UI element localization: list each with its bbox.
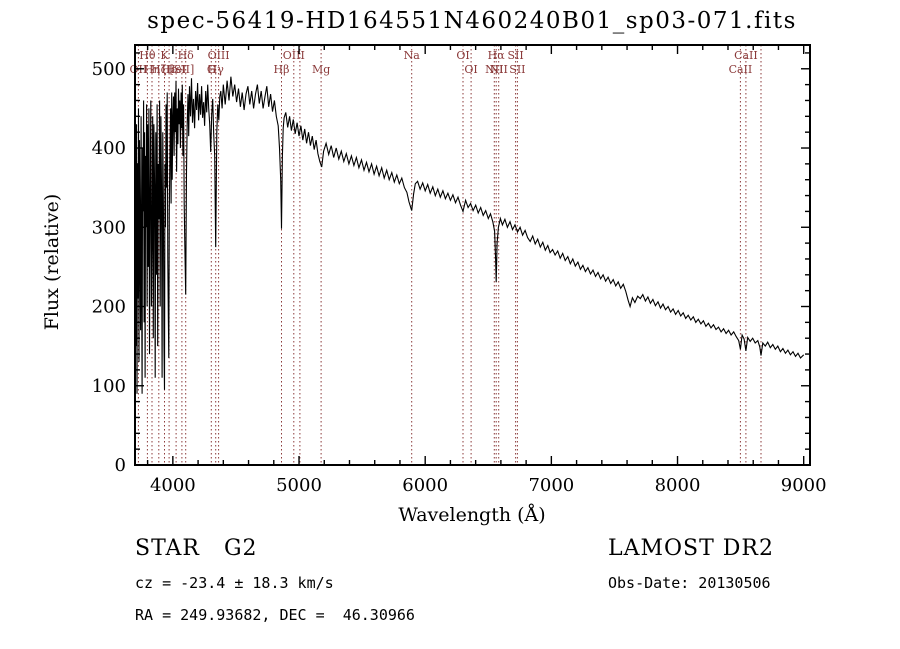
spectral-line-label: Mg (312, 63, 330, 76)
spectral-line-label: Hη (144, 63, 160, 76)
spectral-line-label: Hζ (151, 63, 167, 76)
x-tick-label: 5000 (276, 475, 322, 496)
spectrum-trace (134, 76, 805, 462)
spectral-line-label: Hδ (178, 49, 195, 62)
x-axis-label: Wavelength (Å) (398, 504, 545, 526)
spectral-line-label: Hε (161, 63, 177, 76)
spectral-line-label: Hα (488, 49, 506, 62)
cz-value: cz = -23.4 ± 18.3 km/s (135, 574, 334, 592)
object-class-label: STAR G2 (135, 536, 258, 561)
plot-border (134, 44, 811, 466)
spectral-line-label: Hγ (208, 63, 225, 76)
spectral-line-label: CaII (729, 63, 753, 76)
x-tick-label: 6000 (402, 475, 448, 496)
ra-dec-value: RA = 249.93682, DEC = 46.30966 (135, 606, 415, 624)
spectral-line-label: HeI (166, 63, 186, 76)
spectral-line-label: K (160, 49, 169, 62)
spectral-line-label: OII (130, 63, 148, 76)
survey-label: LAMOST DR2 (608, 536, 774, 561)
plot-title: spec-56419-HD164551N460240B01_sp03-071.f… (147, 8, 797, 34)
obs-date: Obs-Date: 20130506 (608, 574, 771, 592)
y-tick-label: 0 (115, 455, 126, 476)
x-tick-label: 7000 (528, 475, 574, 496)
axes-group: 4000 5000 6000 7000 8000 9000 0 100 200 300 400 500 (92, 44, 827, 496)
spectrum-plot: spec-56419-HD164551N460240B01_sp03-071.f… (41, 8, 827, 526)
spectral-line-label: Na (404, 49, 421, 62)
spectral-line-label: OI (464, 63, 477, 76)
y-tick-label: 200 (92, 297, 126, 318)
spectral-line-label: OIII (283, 49, 305, 62)
y-tick-label: 400 (92, 138, 126, 159)
x-tick-label: 8000 (655, 475, 701, 496)
spectral-line-label: CaII (734, 49, 758, 62)
y-axis-label: Flux (relative) (41, 194, 63, 331)
y-tick-label: 500 (92, 59, 126, 80)
spectrum-trace-group (134, 76, 805, 462)
x-tick-label: 4000 (150, 475, 196, 496)
spectral-line-label: OIII (208, 49, 230, 62)
x-tick-label: 9000 (781, 475, 827, 496)
spectral-line-label: [SII] (169, 63, 194, 76)
spectral-line-label: G (207, 63, 216, 76)
y-tick-label: 300 (92, 217, 126, 238)
spectral-line-label: Hθ (139, 49, 156, 62)
spectral-line-label: SII (509, 63, 525, 76)
spectral-line-label: OI (456, 49, 469, 62)
spectral-line-label: SII (507, 49, 523, 62)
spectral-line-label: Hβ (274, 63, 290, 76)
spectral-line-label: NII (490, 63, 508, 76)
y-tick-label: 100 (92, 376, 126, 397)
